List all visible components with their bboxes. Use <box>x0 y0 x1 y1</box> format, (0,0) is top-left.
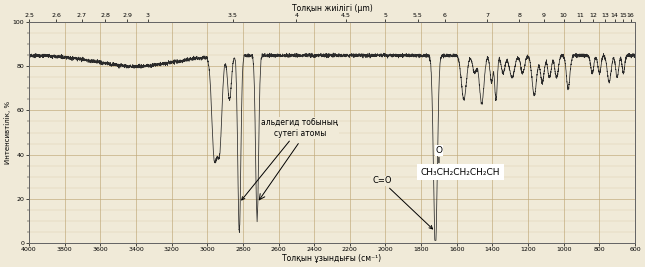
X-axis label: Толқын жиілігі (µm): Толқын жиілігі (µm) <box>292 4 372 13</box>
Text: CH₃CH₂CH₂CH₂CH: CH₃CH₂CH₂CH₂CH <box>421 168 500 177</box>
Y-axis label: Интенсивтілік, %: Интенсивтілік, % <box>4 101 11 164</box>
Text: альдегид тобының
сутегі атомы: альдегид тобының сутегі атомы <box>242 118 339 200</box>
Text: С=О: С=О <box>372 176 433 229</box>
Text: O: O <box>435 146 442 155</box>
X-axis label: Толқын ұзындығы (см⁻¹): Толқын ұзындығы (см⁻¹) <box>283 254 382 263</box>
